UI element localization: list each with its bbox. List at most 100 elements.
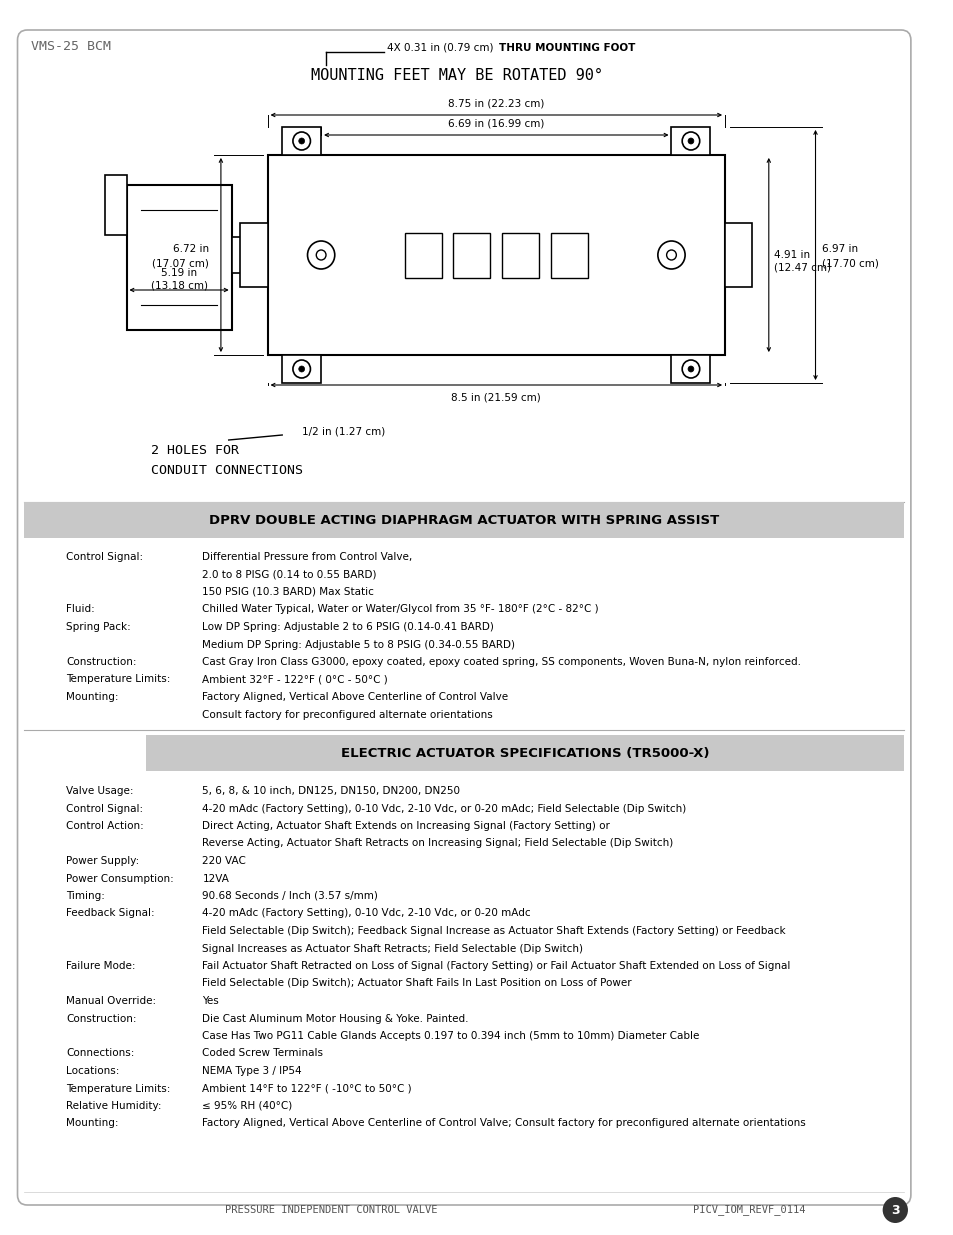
Text: Failure Mode:: Failure Mode: [66, 961, 135, 971]
Text: 8.5 in (21.59 cm): 8.5 in (21.59 cm) [451, 393, 540, 403]
Text: ELECTRIC ACTUATOR SPECIFICATIONS (TR5000-X): ELECTRIC ACTUATOR SPECIFICATIONS (TR5000… [341, 746, 709, 760]
Text: Mounting:: Mounting: [66, 692, 118, 701]
Text: DPRV DOUBLE ACTING DIAPHRAGM ACTUATOR WITH SPRING ASSIST: DPRV DOUBLE ACTING DIAPHRAGM ACTUATOR WI… [209, 514, 719, 526]
Text: Mounting:: Mounting: [66, 1119, 118, 1129]
Text: 6.72 in: 6.72 in [172, 245, 209, 254]
Text: Spring Pack:: Spring Pack: [66, 622, 131, 632]
Text: THRU MOUNTING FOOT: THRU MOUNTING FOOT [498, 43, 635, 53]
Text: Power Supply:: Power Supply: [66, 856, 139, 866]
Text: Valve Usage:: Valve Usage: [66, 785, 133, 797]
Text: 2 HOLES FOR: 2 HOLES FOR [151, 443, 238, 457]
Text: Cast Gray Iron Class G3000, epoxy coated, epoxy coated spring, SS components, Wo: Cast Gray Iron Class G3000, epoxy coated… [202, 657, 801, 667]
Bar [671, 127, 710, 156]
Bar [453, 232, 490, 278]
Circle shape [298, 366, 304, 372]
Text: Construction:: Construction: [66, 657, 136, 667]
Text: Medium DP Spring: Adjustable 5 to 8 PSIG (0.34-0.55 BARD): Medium DP Spring: Adjustable 5 to 8 PSIG… [202, 640, 515, 650]
Text: 6.69 in (16.99 cm): 6.69 in (16.99 cm) [448, 119, 544, 128]
Text: Yes: Yes [202, 995, 219, 1007]
Text: 90.68 Seconds / Inch (3.57 s/mm): 90.68 Seconds / Inch (3.57 s/mm) [202, 890, 378, 902]
Text: 4-20 mAdc (Factory Setting), 0-10 Vdc, 2-10 Vdc, or 0-20 mAdc; Field Selectable : 4-20 mAdc (Factory Setting), 0-10 Vdc, 2… [202, 804, 686, 814]
Circle shape [681, 132, 699, 149]
Text: 8.75 in (22.23 cm): 8.75 in (22.23 cm) [448, 99, 544, 109]
Text: Signal Increases as Actuator Shaft Retracts; Field Selectable (Dip Switch): Signal Increases as Actuator Shaft Retra… [202, 944, 583, 953]
Text: Field Selectable (Dip Switch); Feedback Signal Increase as Actuator Shaft Extend: Field Selectable (Dip Switch); Feedback … [202, 926, 785, 936]
Circle shape [687, 138, 693, 144]
Text: CONDUIT CONNECTIONS: CONDUIT CONNECTIONS [151, 463, 302, 477]
Bar [501, 232, 538, 278]
Text: 220 VAC: 220 VAC [202, 856, 246, 866]
Circle shape [316, 249, 326, 261]
Text: Low DP Spring: Adjustable 2 to 6 PSIG (0.14-0.41 BARD): Low DP Spring: Adjustable 2 to 6 PSIG (0… [202, 622, 494, 632]
Text: VMS-25 BCM: VMS-25 BCM [31, 40, 112, 53]
Text: Fail Actuator Shaft Retracted on Loss of Signal (Factory Setting) or Fail Actuat: Fail Actuator Shaft Retracted on Loss of… [202, 961, 790, 971]
Circle shape [666, 249, 676, 261]
Circle shape [307, 241, 335, 269]
Text: Fluid:: Fluid: [66, 604, 95, 615]
Text: Connections:: Connections: [66, 1049, 134, 1058]
Bar [240, 224, 268, 287]
Text: Construction:: Construction: [66, 1014, 136, 1024]
Bar [671, 354, 710, 383]
Bar [550, 232, 587, 278]
Bar [268, 156, 724, 354]
Text: Temperature Limits:: Temperature Limits: [66, 1083, 171, 1093]
Text: MOUNTING FEET MAY BE ROTATED 90°: MOUNTING FEET MAY BE ROTATED 90° [311, 68, 603, 83]
Bar [232, 237, 268, 273]
Text: Factory Aligned, Vertical Above Centerline of Control Valve; Consult factory for: Factory Aligned, Vertical Above Centerli… [202, 1119, 805, 1129]
Text: Chilled Water Typical, Water or Water/Glycol from 35 °F- 180°F (2°C - 82°C ): Chilled Water Typical, Water or Water/Gl… [202, 604, 598, 615]
Circle shape [298, 138, 304, 144]
Text: 150 PSIG (10.3 BARD) Max Static: 150 PSIG (10.3 BARD) Max Static [202, 587, 374, 597]
Text: Timing:: Timing: [66, 890, 105, 902]
Bar [282, 127, 321, 156]
Text: Coded Screw Terminals: Coded Screw Terminals [202, 1049, 323, 1058]
Text: NEMA Type 3 / IP54: NEMA Type 3 / IP54 [202, 1066, 302, 1076]
Circle shape [687, 366, 693, 372]
Text: (17.07 cm): (17.07 cm) [152, 258, 209, 268]
Bar [127, 185, 232, 330]
Text: Power Consumption:: Power Consumption: [66, 873, 173, 883]
Text: Ambient 14°F to 122°F ( -10°C to 50°C ): Ambient 14°F to 122°F ( -10°C to 50°C ) [202, 1083, 412, 1093]
Text: Locations:: Locations: [66, 1066, 119, 1076]
Text: Relative Humidity:: Relative Humidity: [66, 1100, 161, 1112]
Text: 4-20 mAdc (Factory Setting), 0-10 Vdc, 2-10 Vdc, or 0-20 mAdc: 4-20 mAdc (Factory Setting), 0-10 Vdc, 2… [202, 909, 531, 919]
Text: 4X 0.31 in (0.79 cm): 4X 0.31 in (0.79 cm) [387, 43, 497, 53]
Text: (12.47 cm): (12.47 cm) [773, 262, 830, 272]
Text: 5, 6, 8, & 10 inch, DN125, DN150, DN200, DN250: 5, 6, 8, & 10 inch, DN125, DN150, DN200,… [202, 785, 460, 797]
Text: Manual Override:: Manual Override: [66, 995, 156, 1007]
Text: ≤ 95% RH (40°C): ≤ 95% RH (40°C) [202, 1100, 293, 1112]
Text: Feedback Signal:: Feedback Signal: [66, 909, 154, 919]
Text: Consult factory for preconfigured alternate orientations: Consult factory for preconfigured altern… [202, 709, 493, 720]
Circle shape [293, 359, 310, 378]
Text: Control Action:: Control Action: [66, 821, 144, 831]
Text: PRESSURE INDEPENDENT CONTROL VALVE: PRESSURE INDEPENDENT CONTROL VALVE [224, 1205, 436, 1215]
Text: PICV_IOM_REVF_0114: PICV_IOM_REVF_0114 [693, 1204, 804, 1215]
Text: 4.91 in: 4.91 in [773, 249, 809, 261]
Text: Ambient 32°F - 122°F ( 0°C - 50°C ): Ambient 32°F - 122°F ( 0°C - 50°C ) [202, 674, 388, 684]
Circle shape [293, 132, 310, 149]
Bar [282, 354, 321, 383]
Text: (17.70 cm): (17.70 cm) [821, 258, 879, 268]
Text: Reverse Acting, Actuator Shaft Retracts on Increasing Signal; Field Selectable (: Reverse Acting, Actuator Shaft Retracts … [202, 839, 673, 848]
Circle shape [882, 1197, 907, 1223]
Bar [404, 232, 441, 278]
Text: 1/2 in (1.27 cm): 1/2 in (1.27 cm) [301, 427, 384, 437]
Circle shape [681, 359, 699, 378]
Text: 2.0 to 8 PISG (0.14 to 0.55 BARD): 2.0 to 8 PISG (0.14 to 0.55 BARD) [202, 569, 376, 579]
Bar [105, 175, 127, 235]
Text: Die Cast Aluminum Motor Housing & Yoke. Painted.: Die Cast Aluminum Motor Housing & Yoke. … [202, 1014, 469, 1024]
Bar [146, 735, 903, 771]
Text: Temperature Limits:: Temperature Limits: [66, 674, 171, 684]
Text: Differential Pressure from Control Valve,: Differential Pressure from Control Valve… [202, 552, 413, 562]
Text: Factory Aligned, Vertical Above Centerline of Control Valve: Factory Aligned, Vertical Above Centerli… [202, 692, 508, 701]
Text: Case Has Two PG11 Cable Glands Accepts 0.197 to 0.394 inch (5mm to 10mm) Diamete: Case Has Two PG11 Cable Glands Accepts 0… [202, 1031, 700, 1041]
Text: 12VA: 12VA [202, 873, 229, 883]
Text: (13.18 cm): (13.18 cm) [151, 280, 208, 290]
Text: Control Signal:: Control Signal: [66, 552, 143, 562]
FancyBboxPatch shape [17, 30, 910, 1205]
Bar [724, 224, 752, 287]
Text: Direct Acting, Actuator Shaft Extends on Increasing Signal (Factory Setting) or: Direct Acting, Actuator Shaft Extends on… [202, 821, 610, 831]
Text: Control Signal:: Control Signal: [66, 804, 143, 814]
Text: 5.19 in: 5.19 in [161, 268, 197, 278]
Bar [25, 501, 903, 538]
